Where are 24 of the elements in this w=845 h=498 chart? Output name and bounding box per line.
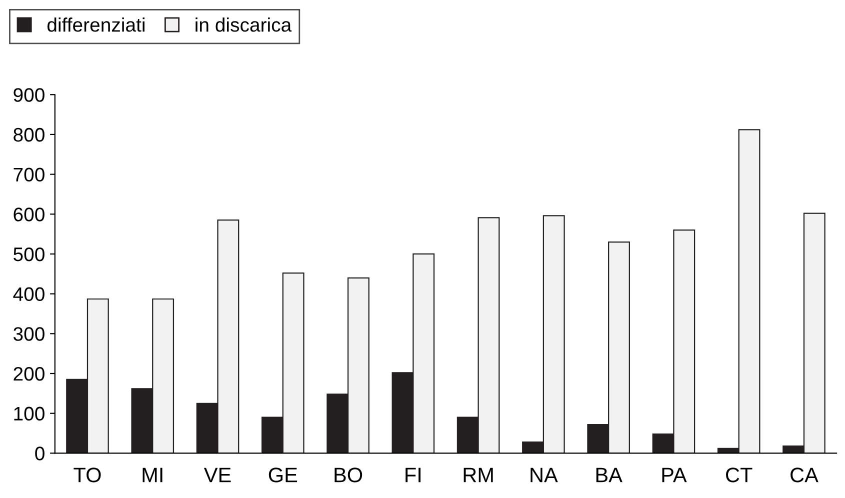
y-tick-label: 400 (13, 287, 44, 302)
y-tick-label: 200 (14, 366, 44, 381)
x-tick-label: PA (662, 468, 687, 482)
x-tick-label: NA (530, 468, 558, 482)
legend-label: differenziati (47, 18, 144, 32)
x-tick-label: GE (268, 468, 298, 482)
x-tick-label: VE (204, 468, 231, 482)
y-tick-label: 300 (14, 327, 44, 341)
x-tick-label: TO (74, 468, 101, 482)
x-tick-label: RM (464, 468, 493, 482)
y-tick-label: 900 (14, 88, 44, 102)
y-tick-label: 800 (14, 128, 44, 142)
y-tick-label: 100 (14, 406, 44, 421)
x-tick-label: CT (726, 468, 752, 482)
x-tick-label: FI (406, 468, 421, 482)
y-tick-label: 0 (35, 446, 44, 460)
x-tick-label: BO (334, 468, 362, 482)
x-tick-label: CA (790, 468, 818, 482)
x-tick-label: MI (142, 468, 162, 482)
y-tick-label: 500 (14, 247, 44, 262)
y-tick-label: 600 (14, 208, 44, 222)
x-tick-label: BA (596, 468, 622, 482)
legend-label: in discarica (196, 18, 292, 32)
y-tick-label: 700 (14, 168, 44, 182)
